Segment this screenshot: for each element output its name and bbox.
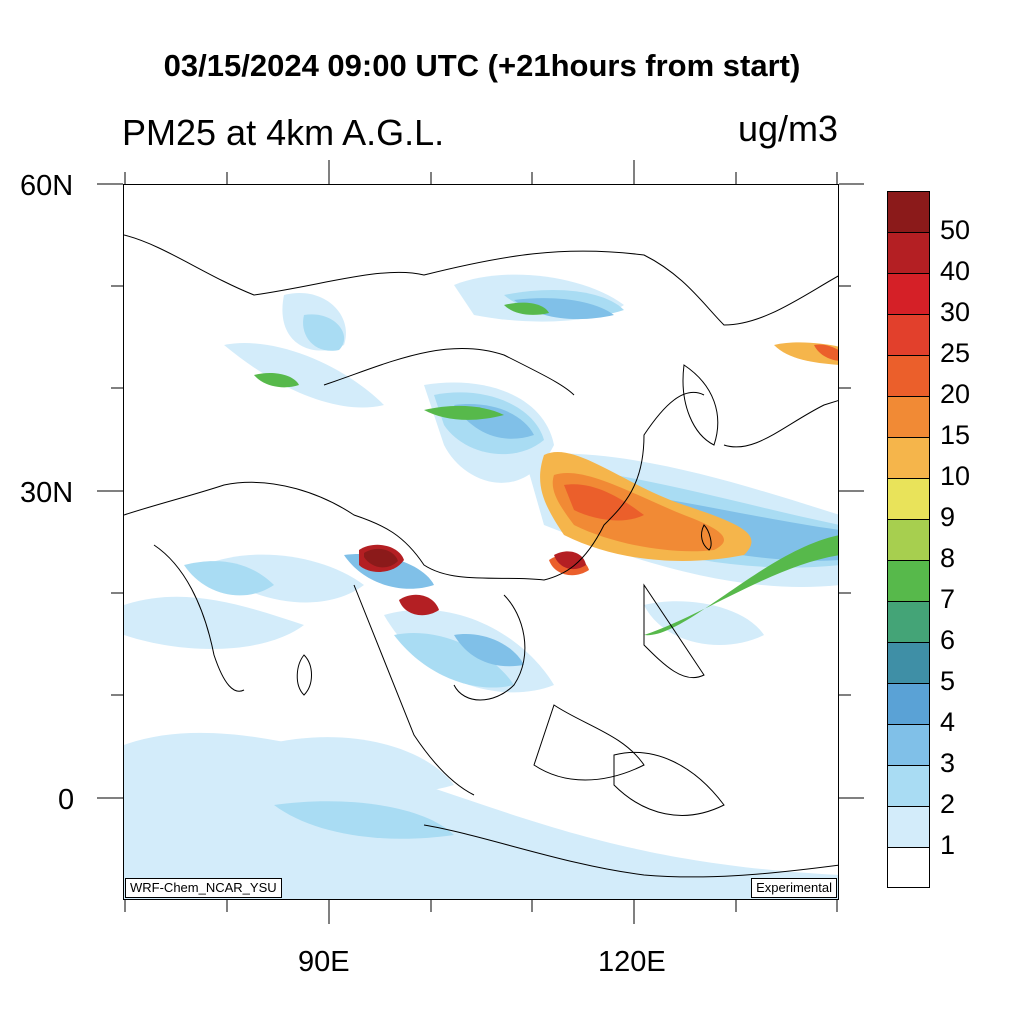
colorbar-swatch (887, 601, 930, 642)
colorbar-swatch (887, 314, 930, 355)
colorbar-label: 25 (940, 338, 971, 368)
colorbar-swatch (887, 273, 930, 314)
colorbar-swatch (887, 560, 930, 601)
colorbar-label: 20 (940, 379, 971, 409)
colorbar-label: 6 (940, 625, 956, 655)
colorbar-label: 50 (940, 215, 971, 245)
colorbar-label: 1 (940, 830, 956, 860)
colorbar-swatch (887, 724, 930, 765)
colorbar-swatch (887, 683, 930, 724)
colorbar-swatch (887, 355, 930, 396)
experimental-tag: Experimental (751, 878, 837, 898)
lon-label-120e: 120E (598, 946, 666, 978)
colorbar-label: 40 (940, 256, 971, 286)
lat-label-60n: 60N (20, 170, 74, 202)
map-title: 03/15/2024 09:00 UTC (+21hours from star… (163, 48, 801, 83)
colorbar-swatch (887, 765, 930, 806)
colorbar-swatch (887, 642, 930, 683)
colorbar-swatch (887, 232, 930, 273)
colorbar-swatch (887, 519, 930, 560)
colorbar-label: 9 (940, 502, 956, 532)
colorbar-swatch (887, 847, 930, 888)
colorbar-label: 15 (940, 420, 971, 450)
colorbar-swatch (887, 437, 930, 478)
lat-label-30n: 30N (20, 477, 74, 509)
colorbar-swatch (887, 478, 930, 519)
lat-label-0: 0 (58, 784, 75, 816)
colorbar-label: 2 (940, 789, 956, 819)
colorbar-label: 3 (940, 748, 956, 778)
coastlines (124, 234, 838, 878)
colorbar-label: 5 (940, 666, 956, 696)
colorbar-swatch (887, 191, 930, 232)
pollution-map (124, 234, 838, 899)
colorbar (887, 191, 930, 888)
colorbar-swatch (887, 806, 930, 847)
colorbar-label: 4 (940, 707, 956, 737)
colorbar-label: 7 (940, 584, 956, 614)
variable-label: PM25 at 4km A.G.L. (122, 112, 445, 153)
colorbar-label: 8 (940, 543, 956, 573)
model-tag: WRF-Chem_NCAR_YSU (125, 878, 282, 898)
colorbar-swatch (887, 396, 930, 437)
colorbar-label: 10 (940, 461, 971, 491)
units-label: ug/m3 (737, 108, 838, 149)
map-panel: WRF-Chem_NCAR_YSU Experimental (123, 184, 839, 900)
colorbar-label: 30 (940, 297, 971, 327)
lon-label-90e: 90E (298, 946, 350, 978)
